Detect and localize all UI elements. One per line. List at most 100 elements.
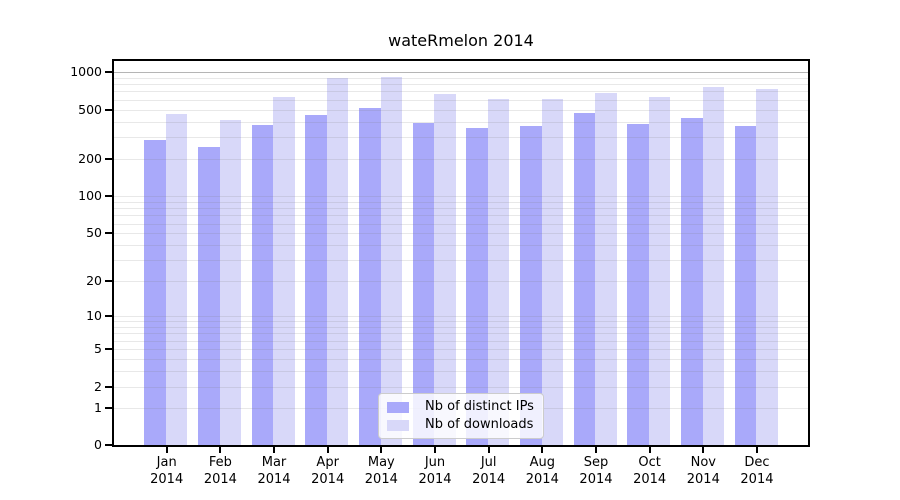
bar-distinct-ips-dec xyxy=(734,125,757,445)
x-axis-label-aug: Aug 2014 xyxy=(525,455,559,487)
y-axis-tick xyxy=(105,158,112,161)
gridline xyxy=(114,333,808,335)
x-axis-label-apr: Apr 2014 xyxy=(311,455,345,487)
bar-distinct-ips-mar xyxy=(251,125,274,445)
gridline xyxy=(114,159,808,161)
x-axis-label-jul: Jul 2014 xyxy=(472,455,506,487)
legend: Nb of distinct IPs Nb of downloads xyxy=(378,393,544,439)
gridline xyxy=(114,386,808,388)
x-axis-tick xyxy=(648,447,651,453)
gridline xyxy=(114,245,808,247)
y-axis-label: 2 xyxy=(94,378,102,394)
gridline-major xyxy=(114,72,808,74)
x-axis-label-mar: Mar 2014 xyxy=(257,455,291,487)
y-axis-tick xyxy=(105,315,112,318)
y-axis-label: 50 xyxy=(86,225,102,241)
gridline xyxy=(114,77,808,79)
bar-distinct-ips-jul xyxy=(466,128,488,445)
gridline xyxy=(114,340,808,342)
gridline xyxy=(114,327,808,329)
gridline xyxy=(114,84,808,86)
y-axis-tick xyxy=(105,385,112,388)
bar-downloads-jun xyxy=(434,93,456,445)
bar-distinct-ips-feb xyxy=(198,146,220,445)
y-axis-label: 1000 xyxy=(70,64,102,80)
gridline xyxy=(114,91,808,93)
bar-downloads-oct xyxy=(648,96,671,445)
gridline xyxy=(114,121,808,123)
x-axis-tick xyxy=(541,447,544,453)
legend-label-downloads: Nb of downloads xyxy=(425,417,534,432)
x-axis-label-jun: Jun 2014 xyxy=(418,455,452,487)
x-axis-label-jan: Jan 2014 xyxy=(150,455,184,487)
gridline xyxy=(114,316,808,318)
gridline xyxy=(114,223,808,225)
y-axis-label: 10 xyxy=(86,308,102,324)
gridline xyxy=(114,196,808,198)
bar-downloads-feb xyxy=(219,119,242,445)
plot-area: Nb of distinct IPs Nb of downloads 1000 5… xyxy=(70,59,810,487)
gridline xyxy=(114,358,808,360)
y-axis-tick xyxy=(105,280,112,283)
x-axis-label-dec: Dec 2014 xyxy=(740,455,774,487)
y-axis-label: 5 xyxy=(94,341,102,357)
y-axis-tick xyxy=(105,444,112,446)
y-axis-label: 0 xyxy=(94,437,102,452)
gridline xyxy=(114,281,808,283)
gridline xyxy=(114,99,808,101)
bar-downloads-jul xyxy=(487,99,510,445)
legend-swatch-distinct-ips xyxy=(387,401,409,413)
x-axis-tick xyxy=(380,447,383,453)
x-axis-tick xyxy=(594,447,597,453)
gridline xyxy=(114,208,808,210)
x-axis-tick xyxy=(326,447,329,453)
gridline xyxy=(114,201,808,203)
y-axis-tick xyxy=(105,71,112,74)
x-axis-label-oct: Oct 2014 xyxy=(633,455,667,487)
x-axis-tick xyxy=(755,447,758,453)
bar-downloads-aug xyxy=(541,99,564,445)
y-axis-tick xyxy=(105,195,112,198)
y-axis-tick xyxy=(105,108,112,111)
x-axis-label-sep: Sep 2014 xyxy=(579,455,613,487)
bar-distinct-ips-may xyxy=(359,108,381,445)
y-axis-label: 20 xyxy=(86,273,102,289)
x-axis-label-may: May 2014 xyxy=(364,455,398,487)
y-axis-label: 100 xyxy=(78,188,102,204)
y-axis-tick xyxy=(105,348,112,351)
gridline xyxy=(114,349,808,351)
gridline xyxy=(114,321,808,323)
bar-downloads-nov xyxy=(702,86,724,445)
bar-downloads-sep xyxy=(595,92,617,445)
bar-downloads-may xyxy=(380,77,403,445)
x-axis-tick xyxy=(273,447,276,453)
x-axis-tick xyxy=(434,447,436,453)
bar-distinct-ips-aug xyxy=(520,126,542,445)
bar-distinct-ips-sep xyxy=(573,113,596,445)
y-axis-label: 1 xyxy=(94,400,102,416)
x-axis-tick xyxy=(487,447,490,453)
x-axis-tick xyxy=(219,447,222,453)
y-axis-label: 500 xyxy=(78,101,102,117)
bar-distinct-ips-oct xyxy=(627,124,649,445)
bar-distinct-ips-nov xyxy=(681,117,703,445)
bar-downloads-jan xyxy=(165,114,188,445)
gridline xyxy=(114,215,808,217)
legend-item-downloads: Nb of downloads xyxy=(387,418,534,432)
gridline xyxy=(114,260,808,262)
gridline xyxy=(114,233,808,235)
legend-swatch-downloads xyxy=(387,419,409,431)
legend-item-distinct-ips: Nb of distinct IPs xyxy=(387,400,534,414)
bar-downloads-dec xyxy=(756,89,778,445)
gridline xyxy=(114,370,808,372)
x-axis-label-feb: Feb 2014 xyxy=(203,455,237,487)
gridline xyxy=(114,137,808,139)
legend-label-distinct-ips: Nb of distinct IPs xyxy=(425,399,534,414)
y-axis-tick xyxy=(105,407,112,410)
x-axis-label-nov: Nov 2014 xyxy=(686,455,720,487)
bar-distinct-ips-apr xyxy=(305,114,327,445)
gridline xyxy=(114,109,808,111)
y-axis-label: 200 xyxy=(78,151,102,167)
bar-downloads-mar xyxy=(273,96,295,445)
